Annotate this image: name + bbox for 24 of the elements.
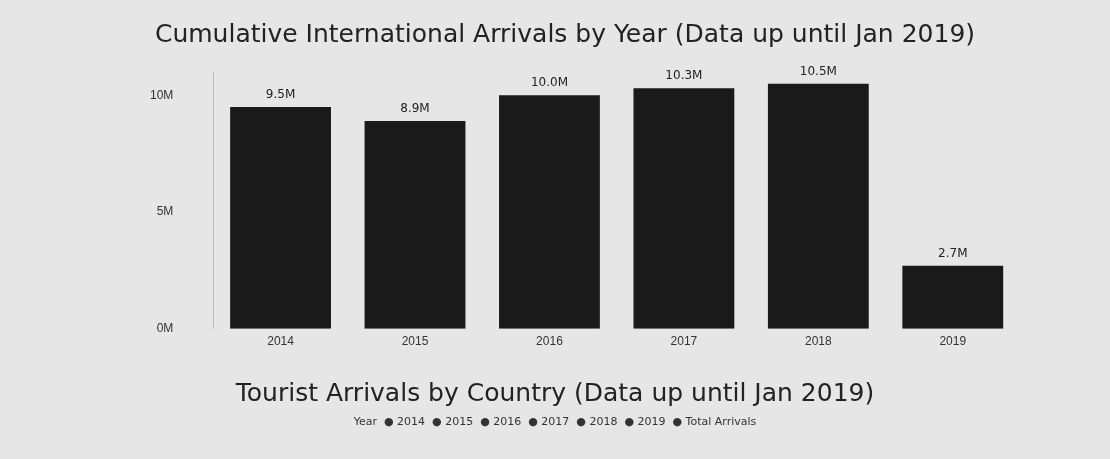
text: Year ● 2014 ● 2015 ● 2016 ● 2017 ● 2018 ● 2019 ● Total Arrivals [352,415,758,428]
data-label: 2.7M [938,245,968,260]
text: Tourist Arrivals by Country (Data up until Jan 2019) [234,378,876,407]
data-label: 10.0M [530,75,568,90]
x-tick-label: 2016 [536,334,564,349]
data-label: 8.9M [400,101,430,116]
bar [499,95,600,329]
bar [364,121,466,329]
x-tick-label: 2018 [804,334,833,349]
x-tick-label: 2014 [267,334,295,349]
data-label: 10.5M [799,63,837,78]
y-tick-label: 10M [150,87,174,102]
bar [230,107,331,329]
x-tick-label: 2015 [401,334,429,349]
y-tick-label: 5M [156,204,174,219]
chart-title: Cumulative International Arrivals by Year (Data up until Jan 2019) [154,18,976,48]
data-label: 10.3M [665,68,703,83]
x-tick-label: 2019 [939,334,967,349]
y-tick-label: 0M [156,321,174,336]
bar [767,83,869,329]
bar [633,88,735,329]
bar [902,265,1004,329]
x-tick-label: 2017 [670,334,698,349]
data-label: 9.5M [265,87,296,102]
